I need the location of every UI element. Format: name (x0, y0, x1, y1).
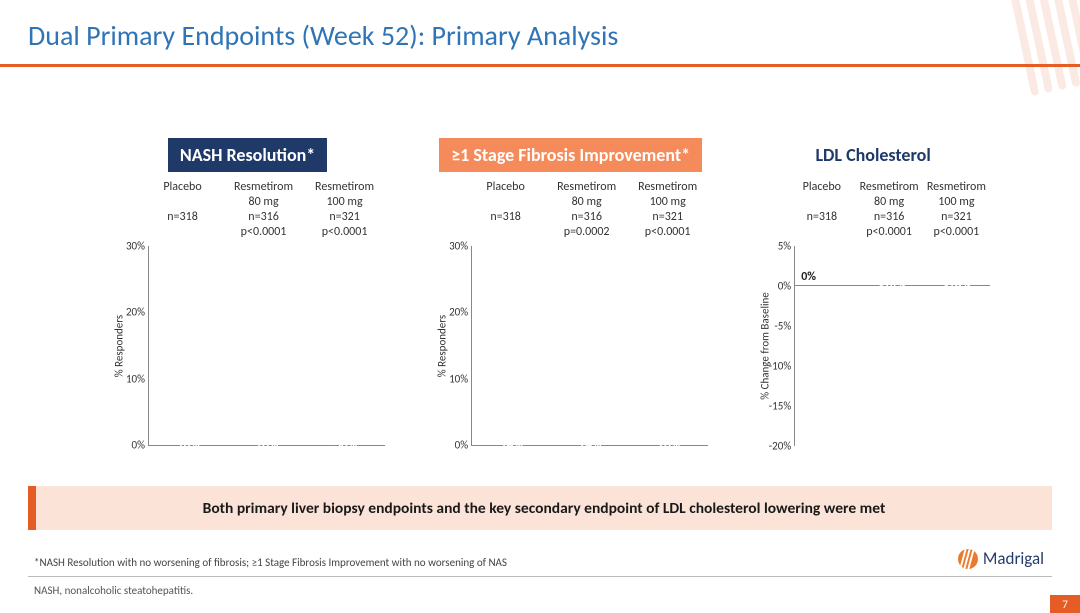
y-tick: 30% (442, 240, 468, 253)
chart-title: NASH Resolution* (168, 138, 327, 172)
callout-stripe (28, 486, 36, 530)
chart-column-header: Resmetirom80 mgn=316p<0.0001 (223, 180, 304, 240)
chart-title: ≥1 Stage Fibrosis Improvement* (439, 138, 702, 172)
chart-column-header: Resmetirom80 mgn=316p<0.0001 (855, 180, 922, 240)
chart-title: LDL Cholesterol (803, 138, 942, 172)
y-tick: 20% (442, 306, 468, 319)
bar-value-label: -14% (879, 279, 906, 294)
y-tick: -15% (765, 400, 791, 413)
chart-column-header: Resmetirom100 mgn=321p<0.0001 (923, 180, 990, 240)
chart-column-header: Placebo n=318 (465, 180, 546, 240)
chart-block: LDL Cholesterol Placebo n=318 Resmetirom8… (756, 138, 990, 468)
y-tick: 0% (442, 439, 468, 452)
y-tick: -20% (765, 440, 791, 453)
page-number: 7 (1050, 595, 1080, 613)
bar-value-label: 26% (256, 438, 279, 453)
bar-value-label: 26% (657, 438, 680, 453)
chart-plot: % Responders0%10%20%30%10%26%30% (148, 246, 385, 446)
page-title: Dual Primary Endpoints (Week 52): Primar… (28, 18, 618, 53)
chart-column-header: Resmetirom80 mgn=316p=0.0002 (546, 180, 627, 240)
y-tick: -5% (765, 320, 791, 333)
chart-column-headers: Placebo n=318 Resmetirom80 mgn=316p<0.00… (110, 180, 385, 240)
bar-value-label: 30% (334, 438, 357, 453)
chart-plot: % Responders0%10%20%30%14%24%26% (471, 246, 708, 446)
chart-column-headers: Placebo n=318 Resmetirom80 mgn=316p=0.00… (433, 180, 708, 240)
bar-value-label: -16% (944, 279, 971, 294)
callout-bar: Both primary liver biopsy endpoints and … (28, 486, 1052, 530)
bars-container: 10%26%30% (149, 246, 385, 445)
zero-label: 0% (801, 270, 816, 284)
watermark-icon (1009, 0, 1080, 101)
bar-value-label: 24% (579, 438, 602, 453)
bars-container: -14%-16% (795, 286, 990, 446)
y-tick: 5% (765, 240, 791, 253)
bar-value-label: 14% (500, 438, 523, 453)
bars-container: 14%24%26% (472, 246, 708, 445)
slide: Dual Primary Endpoints (Week 52): Primar… (0, 0, 1080, 613)
y-tick: 0% (119, 439, 145, 452)
y-tick: 0% (765, 280, 791, 293)
y-tick: 10% (442, 372, 468, 385)
footnote-asterisk: *NASH Resolution with no worsening of fi… (34, 556, 507, 569)
y-axis-label: % Responders (113, 314, 126, 376)
chart-column-header: Placebo n=318 (788, 180, 855, 240)
y-axis-label: % Responders (436, 314, 449, 376)
title-rule (0, 64, 1080, 67)
brand-logo-icon (958, 549, 978, 569)
chart-column-header: Resmetirom100 mgn=321p<0.0001 (627, 180, 708, 240)
chart-column-header: Resmetirom100 mgn=321p<0.0001 (304, 180, 385, 240)
y-tick: 30% (119, 240, 145, 253)
footnote-abbrev: NASH, nonalcoholic steatohepatitis. (34, 584, 193, 597)
footer-rule (28, 576, 1052, 577)
brand-logo-text: Madrigal (983, 548, 1044, 569)
y-axis-label: % Change from Baseline (759, 292, 772, 400)
chart-column-header: Placebo n=318 (142, 180, 223, 240)
chart-block: NASH Resolution* Placebo n=318 Resmetirom… (110, 138, 385, 468)
bar-value-label: 10% (177, 438, 200, 453)
brand-logo: Madrigal (958, 548, 1044, 569)
y-tick: -10% (765, 360, 791, 373)
chart-block: ≥1 Stage Fibrosis Improvement* Placebo n=… (433, 138, 708, 468)
y-tick: 20% (119, 306, 145, 319)
chart-plot: % Change from Baseline-20%-15%-10%-5%0%5… (794, 246, 990, 446)
chart-column-headers: Placebo n=318 Resmetirom80 mgn=316p<0.00… (756, 180, 990, 240)
y-tick: 10% (119, 372, 145, 385)
charts-row: NASH Resolution* Placebo n=318 Resmetirom… (110, 138, 990, 468)
callout-text: Both primary liver biopsy endpoints and … (36, 486, 1052, 530)
